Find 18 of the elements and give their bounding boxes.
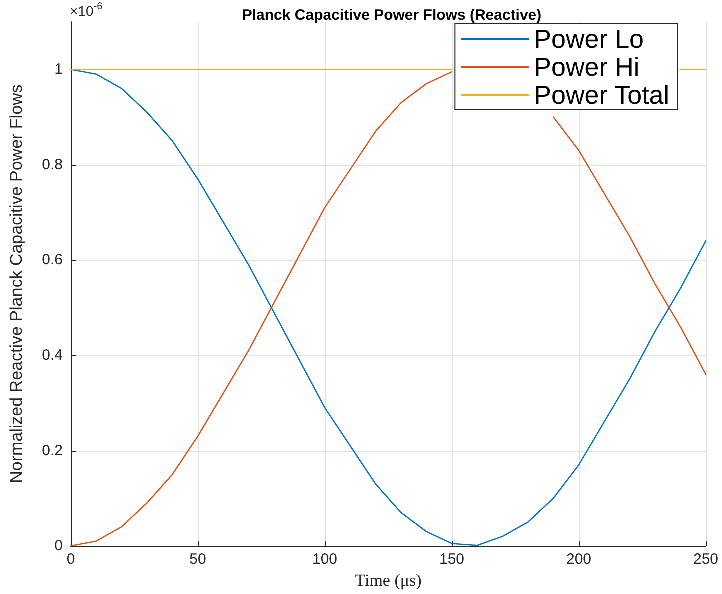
- legend-label: Power Hi: [534, 52, 640, 82]
- x-tick-label: 250: [693, 551, 719, 568]
- y-tick-label: 0.4: [42, 347, 63, 364]
- x-tick-label: 100: [312, 551, 338, 568]
- x-tick-label: 0: [66, 551, 76, 568]
- y-axis-title: Normalized Reactive Planck Capacitive Power Flows: [7, 84, 26, 484]
- legend-label: Power Lo: [534, 24, 644, 54]
- y-tick-label: 0: [54, 538, 63, 555]
- legend-label: Power Total: [534, 80, 670, 110]
- x-axis-title: Time (μs): [355, 571, 422, 590]
- x-tick-label: 150: [439, 551, 465, 568]
- chart-title: Planck Capacitive Power Flows (Reactive): [242, 7, 542, 24]
- y-tick-label: 0.6: [42, 252, 63, 269]
- y-tick-label: 1: [54, 61, 63, 78]
- y-tick-label: 0.8: [42, 156, 63, 174]
- y-tick-label: 0.2: [42, 442, 63, 460]
- x-tick-label: 200: [566, 551, 592, 568]
- x-tick-label: 50: [190, 551, 206, 568]
